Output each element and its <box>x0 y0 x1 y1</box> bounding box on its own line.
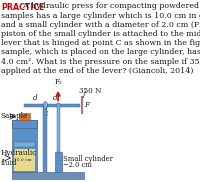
Text: d: d <box>53 94 57 102</box>
Text: samples has a large cylinder which is 10.0 cm in diameter,: samples has a large cylinder which is 10… <box>1 12 200 20</box>
Text: Sample: Sample <box>1 112 28 120</box>
Bar <box>12 120 37 128</box>
Text: lever that is hinged at point C as shown in the figure. The: lever that is hinged at point C as shown… <box>1 39 200 47</box>
Bar <box>19 113 30 120</box>
Text: PRACTICE: PRACTICE <box>1 3 44 11</box>
Circle shape <box>43 102 47 108</box>
Bar <box>81 96 83 114</box>
Bar <box>24 104 80 106</box>
Text: F₂: F₂ <box>54 78 62 86</box>
Bar <box>14 142 35 147</box>
Text: d: d <box>33 94 37 102</box>
Bar <box>57 103 60 152</box>
Text: F: F <box>84 101 89 109</box>
Text: and a small cylinder with a diameter of 2.0 cm (Fig. 9). The: and a small cylinder with a diameter of … <box>1 21 200 29</box>
Text: A hydraulic press for compacting powdered: A hydraulic press for compacting powdere… <box>13 3 199 11</box>
Bar <box>14 149 35 171</box>
Text: applied at the end of the lever? (Giancoli, 2014): applied at the end of the lever? (Gianco… <box>1 67 193 75</box>
Text: 10.0 cm: 10.0 cm <box>14 158 32 162</box>
Text: 4.0 cm². What is the pressure on the sample if 350 N is: 4.0 cm². What is the pressure on the sam… <box>1 58 200 66</box>
Text: sample, which is placed on the large cylinder, has an area of: sample, which is placed on the large cyl… <box>1 48 200 56</box>
Text: piston of the small cylinder is attached to the midpoint of a: piston of the small cylinder is attached… <box>1 30 200 38</box>
Bar <box>12 172 84 179</box>
Text: 350 N: 350 N <box>79 87 101 95</box>
Text: C: C <box>43 110 48 118</box>
Text: −2.0 cm: −2.0 cm <box>63 161 92 169</box>
Bar <box>55 152 62 172</box>
Bar <box>43 105 47 172</box>
Text: Small cylinder: Small cylinder <box>63 155 113 163</box>
Bar <box>12 120 37 172</box>
Text: Hydraulic
fluid: Hydraulic fluid <box>1 149 37 167</box>
